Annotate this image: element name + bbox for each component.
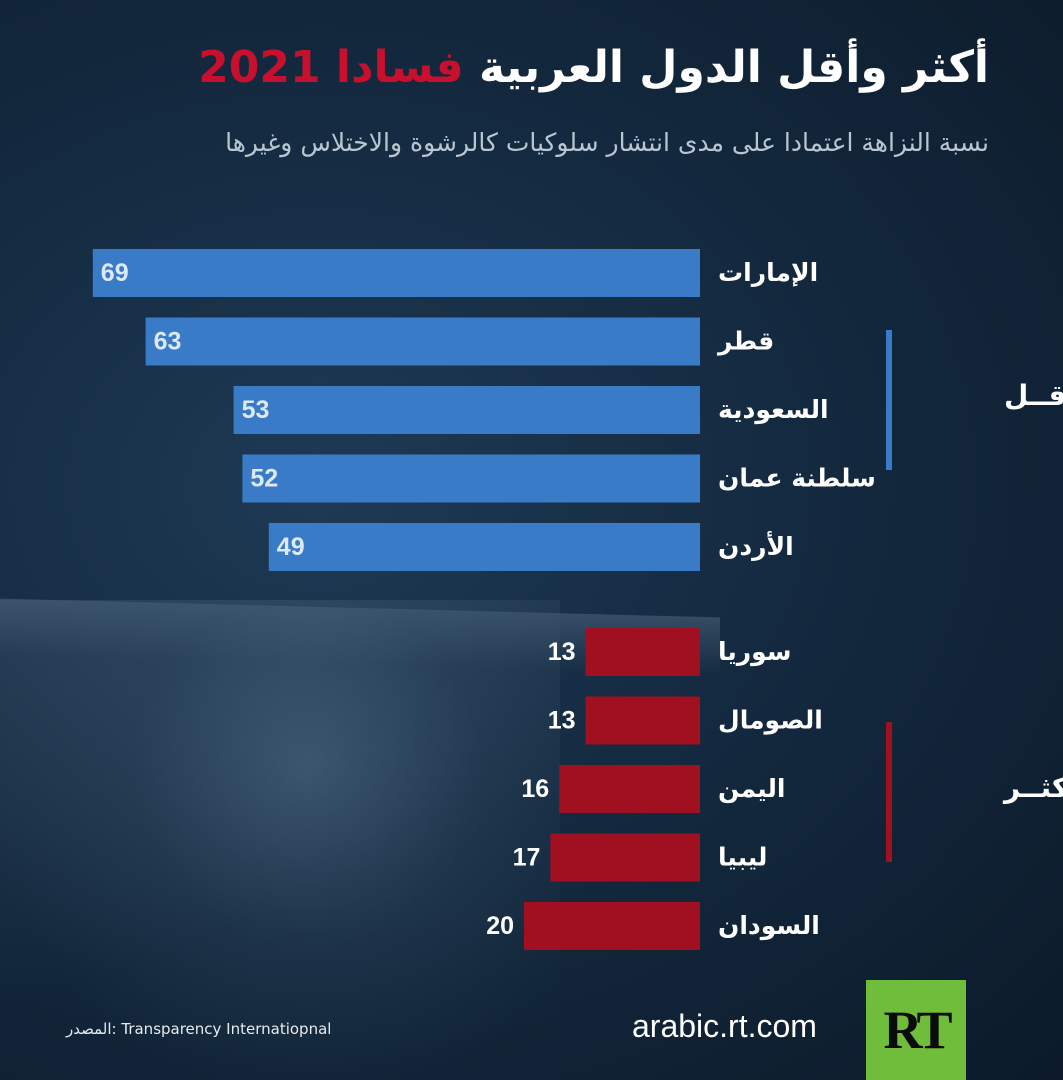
- data-label: 63: [154, 328, 182, 356]
- category-label: الصومال: [718, 706, 823, 736]
- title-main: أكثر وأقل الدول العربية: [463, 42, 989, 93]
- group-label: الأكثــر: [1002, 770, 1063, 804]
- group-label: الأقــل: [1004, 378, 1063, 412]
- data-label: 53: [242, 396, 270, 424]
- bar: [585, 628, 700, 676]
- category-label: الأردن: [718, 531, 794, 561]
- bar: [145, 317, 701, 366]
- bar: [559, 765, 700, 813]
- bar: [233, 386, 700, 434]
- category-label: الإمارات: [718, 258, 818, 287]
- bar: [92, 249, 701, 297]
- data-label: 13: [548, 638, 576, 666]
- rt-logo-text: RT: [883, 1000, 952, 1060]
- category-label: سوريا: [718, 637, 791, 667]
- data-label: 16: [521, 775, 549, 803]
- category-label: اليمن: [718, 774, 785, 804]
- bar: [550, 833, 700, 882]
- title-highlight: فسادا 2021: [198, 42, 464, 93]
- data-label: 20: [486, 912, 514, 940]
- data-label: 52: [250, 465, 278, 493]
- data-label: 17: [513, 844, 541, 872]
- chart-title: أكثر وأقل الدول العربية فسادا 2021: [198, 42, 989, 93]
- category-label: السعودية: [718, 395, 829, 425]
- bar-chart: 69 الإمارات 63 قطر 53 السعودية 52 سلطنة عمان 49 ا…: [92, 249, 1063, 950]
- category-label: السودان: [718, 911, 820, 941]
- category-label: قطر: [716, 327, 774, 357]
- rt-logo: RT: [866, 980, 966, 1080]
- source-credit: المصدر: Transparency Internatiopnal: [66, 1020, 332, 1038]
- site-url[interactable]: arabic.rt.com: [632, 1008, 817, 1044]
- group-bracket: [886, 722, 892, 862]
- bar: [524, 902, 700, 950]
- data-label: 69: [101, 259, 129, 287]
- group-bracket: [886, 330, 892, 470]
- background-photo-hands-money: [0, 600, 560, 1080]
- bar: [242, 454, 700, 503]
- data-label: 49: [277, 533, 305, 561]
- bar: [268, 523, 700, 571]
- data-label: 13: [548, 707, 576, 735]
- bar: [585, 696, 700, 745]
- category-label: سلطنة عمان: [718, 464, 876, 493]
- category-label: ليبيا: [718, 843, 767, 872]
- chart-subtitle: نسبة النزاهة اعتمادا على مدى انتشار سلوك…: [225, 128, 989, 157]
